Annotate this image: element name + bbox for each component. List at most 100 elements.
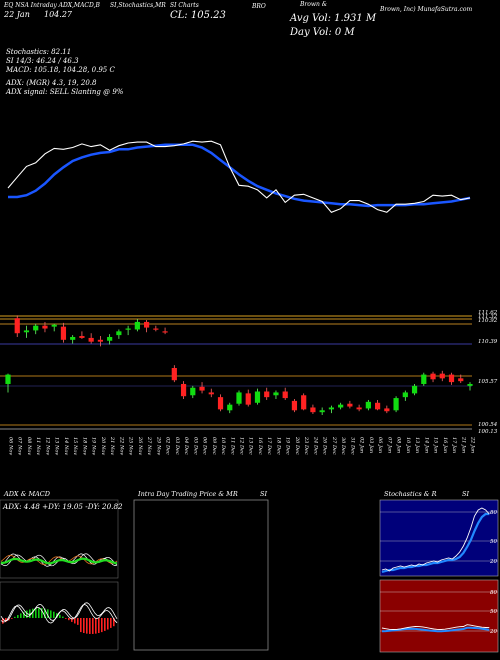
x-axis-label: 15 Jan [433, 437, 439, 453]
candle-body [328, 407, 334, 410]
macd-histogram-bar [11, 618, 13, 619]
panel1-title: ADX & MACD [3, 490, 51, 498]
adx-green-line [0, 557, 118, 565]
panel2-title-b: SI [260, 490, 267, 498]
candle-body [208, 392, 214, 395]
candle-body [430, 373, 436, 380]
header-title-mid2: SI Charts [170, 2, 199, 9]
x-axis-label: 21 Nov [109, 436, 115, 455]
x-axis-label: 19 Dec [285, 437, 291, 455]
price-tick-label: 100.54 [478, 422, 498, 428]
macd-histogram-bar [92, 618, 94, 634]
candle-body [301, 395, 307, 410]
x-axis-label: 03 Jan [368, 437, 374, 453]
macd-histogram-bar [2, 618, 4, 624]
stoch-tick-label: 80 [490, 510, 497, 516]
x-axis-label: 06 Jan [377, 437, 383, 453]
macd-histogram-bar [62, 616, 64, 618]
stochastics-panel-frame [379, 499, 499, 577]
macd-histogram-bar [38, 608, 40, 618]
macd-histogram-bar [65, 618, 67, 619]
x-axis-label: 23 Dec [303, 436, 309, 455]
x-axis-label: 10 Dec [220, 437, 226, 455]
candle-body [291, 400, 298, 411]
candle-body [338, 404, 344, 408]
candle-body [236, 392, 242, 404]
panel3-title-b: SI [462, 490, 469, 498]
candle-body [51, 324, 57, 327]
macd-histogram-bar [23, 611, 25, 618]
x-axis-label: 07 Jan [386, 437, 392, 453]
candle-body [310, 407, 316, 413]
x-axis-label: 13 Nov [54, 437, 60, 455]
x-axis-label: 17 Jan [451, 437, 457, 453]
candle-body [107, 336, 113, 341]
adx-readout: ADX: 4.48 +DY: 19.05 -DY: 20.82 [2, 502, 123, 511]
price-value: 104.27 [44, 10, 72, 19]
candle-body [33, 325, 39, 331]
candle-body [273, 392, 279, 396]
x-axis-label: 24 Dec [312, 436, 318, 455]
header-title-mid: SI,Stochastics,MR [110, 2, 166, 9]
stoch-slow-line [381, 512, 490, 574]
macd-histogram-bar [14, 616, 16, 618]
macd-signal-line [0, 604, 118, 624]
macd-histogram-bar [104, 618, 106, 631]
day-volume: Day Vol: 0 M [290, 27, 355, 38]
adx-signal: ADX signal: SELL Slanting @ 9% [6, 88, 124, 96]
x-axis-label: 08 Nov [26, 437, 32, 455]
macd-histogram-bar [95, 618, 97, 634]
macd-histogram-bar [113, 618, 115, 627]
x-axis-label: 21 Jan [460, 436, 466, 453]
x-axis-label: 18 Nov [81, 437, 87, 455]
x-axis-label: 16 Jan [442, 437, 448, 453]
x-axis-label: 16 Dec [257, 437, 263, 455]
date-value: 22 Jan [4, 10, 30, 19]
x-axis-label: 20 Dec [294, 436, 300, 455]
macd-histogram-bar [80, 618, 82, 633]
x-axis-label: 18 Dec [275, 437, 281, 455]
candle-body [162, 331, 168, 333]
x-axis-label: 22 Nov [118, 436, 124, 455]
rsi-tick-label: 20 [489, 629, 497, 635]
candle-body [365, 401, 371, 409]
x-axis-label: 15 Nov [72, 437, 78, 455]
si-value: SI 14/3: 46.24 / 46.3 [6, 57, 79, 65]
macd-histogram-bar [47, 609, 49, 618]
candle-body [264, 391, 270, 398]
x-axis-label: 14 Nov [63, 437, 69, 455]
price-tick-label: 100.13 [478, 429, 498, 435]
x-axis-label: 13 Jan [414, 437, 420, 453]
candle-body [393, 398, 399, 411]
candle-body [217, 397, 224, 410]
candle-body [171, 368, 177, 381]
candle-body [153, 328, 159, 330]
x-axis-label: 26 Nov [137, 436, 143, 455]
candle-body [116, 331, 122, 336]
rsi-white-line [381, 624, 490, 630]
x-axis-label: 25 Nov [128, 436, 134, 455]
rsi-tick-label: 50 [490, 609, 497, 615]
candle-body [254, 391, 261, 403]
x-axis-label: 17 Dec [266, 437, 272, 455]
macd-histogram-bar [50, 610, 52, 618]
candle-body [227, 404, 233, 411]
candle-body [60, 326, 67, 340]
candle-body [411, 385, 418, 394]
intraday-panel-frame [133, 499, 269, 651]
stoch-fast-line [381, 507, 490, 572]
adx-panel-frame [0, 499, 119, 579]
macd-histogram-bar [107, 618, 109, 630]
x-axis-label: 26 Dec [322, 436, 328, 455]
macd-histogram-bar [32, 608, 34, 618]
macd-histogram-bar [68, 618, 70, 621]
stoch-tick-label: 50 [490, 539, 497, 545]
x-axis-label: 09 Dec [211, 437, 217, 455]
macd-histogram-bar [26, 610, 28, 618]
x-axis-label: 08 Jan [396, 437, 402, 453]
price-tick-label: 110.92 [478, 318, 498, 324]
x-axis-label: 20 Nov [100, 436, 106, 455]
x-axis-label: 27 Nov [146, 436, 152, 455]
candle-body [42, 325, 48, 329]
